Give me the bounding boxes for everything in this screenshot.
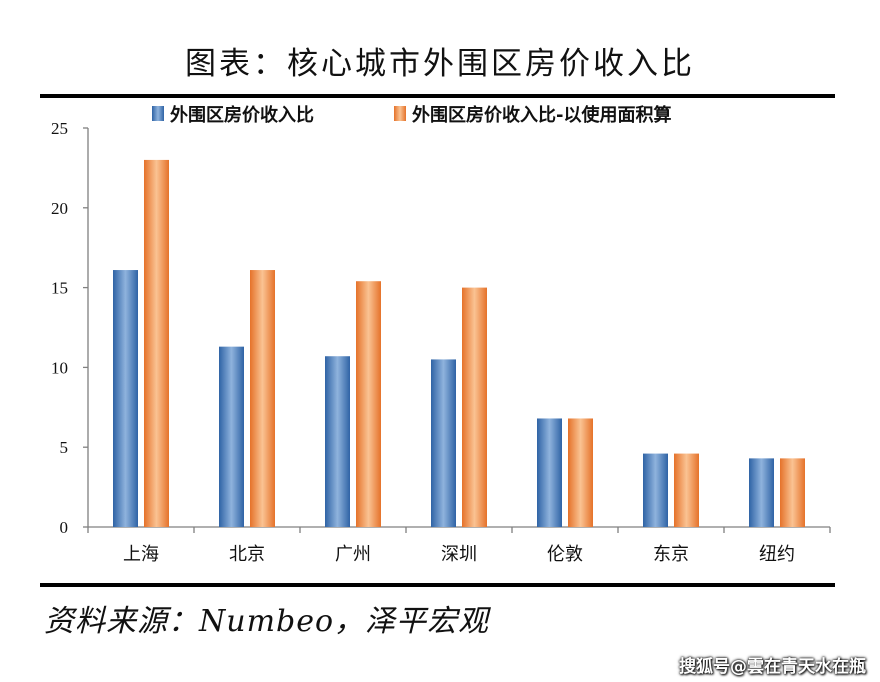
legend-swatch (152, 106, 164, 121)
legend-label: 外围区房价收入比-以使用面积算 (412, 104, 671, 126)
bar (431, 359, 456, 527)
x-tick-label: 东京 (653, 544, 689, 565)
x-tick-label: 纽约 (759, 544, 795, 565)
x-tick-label: 广州 (335, 544, 371, 565)
bars (113, 159, 805, 528)
bar (674, 453, 699, 527)
bar (113, 270, 138, 527)
x-tick-label: 伦敦 (547, 544, 583, 565)
bar (462, 287, 487, 527)
legend-label: 外围区房价收入比 (170, 104, 314, 126)
watermark: 搜狐号@雲在青天水在瓶 (679, 657, 866, 677)
y-tick-label: 15 (51, 279, 68, 298)
bar (780, 458, 805, 527)
bar (325, 356, 350, 527)
bar (356, 281, 381, 527)
axes: 0 5 10 15 20 25 上海 北京 广州 深圳 伦敦 东京 纽约 (51, 119, 831, 565)
x-tick-label: 上海 (123, 544, 159, 565)
x-tick-label: 深圳 (441, 544, 477, 565)
legend-swatch (394, 106, 406, 121)
chart-title: 图表：核心城市外围区房价收入比 (185, 46, 695, 82)
bar (568, 418, 593, 527)
bar (643, 453, 668, 527)
y-tick-label: 0 (60, 518, 69, 537)
y-tick-label: 20 (51, 199, 68, 218)
top-rule (40, 94, 835, 98)
y-tick-label: 5 (60, 438, 69, 457)
bar (219, 346, 244, 527)
y-tick-label: 25 (51, 119, 68, 138)
y-tick-label: 10 (51, 358, 68, 377)
bottom-rule (40, 583, 835, 587)
bar (144, 159, 169, 528)
bar (250, 270, 275, 527)
bar (537, 418, 562, 527)
legend: 外围区房价收入比 外围区房价收入比-以使用面积算 (152, 104, 671, 126)
source-note: 资料来源：Numbeo，泽平宏观 (44, 604, 490, 639)
x-tick-label: 北京 (229, 544, 265, 565)
bar (749, 458, 774, 527)
